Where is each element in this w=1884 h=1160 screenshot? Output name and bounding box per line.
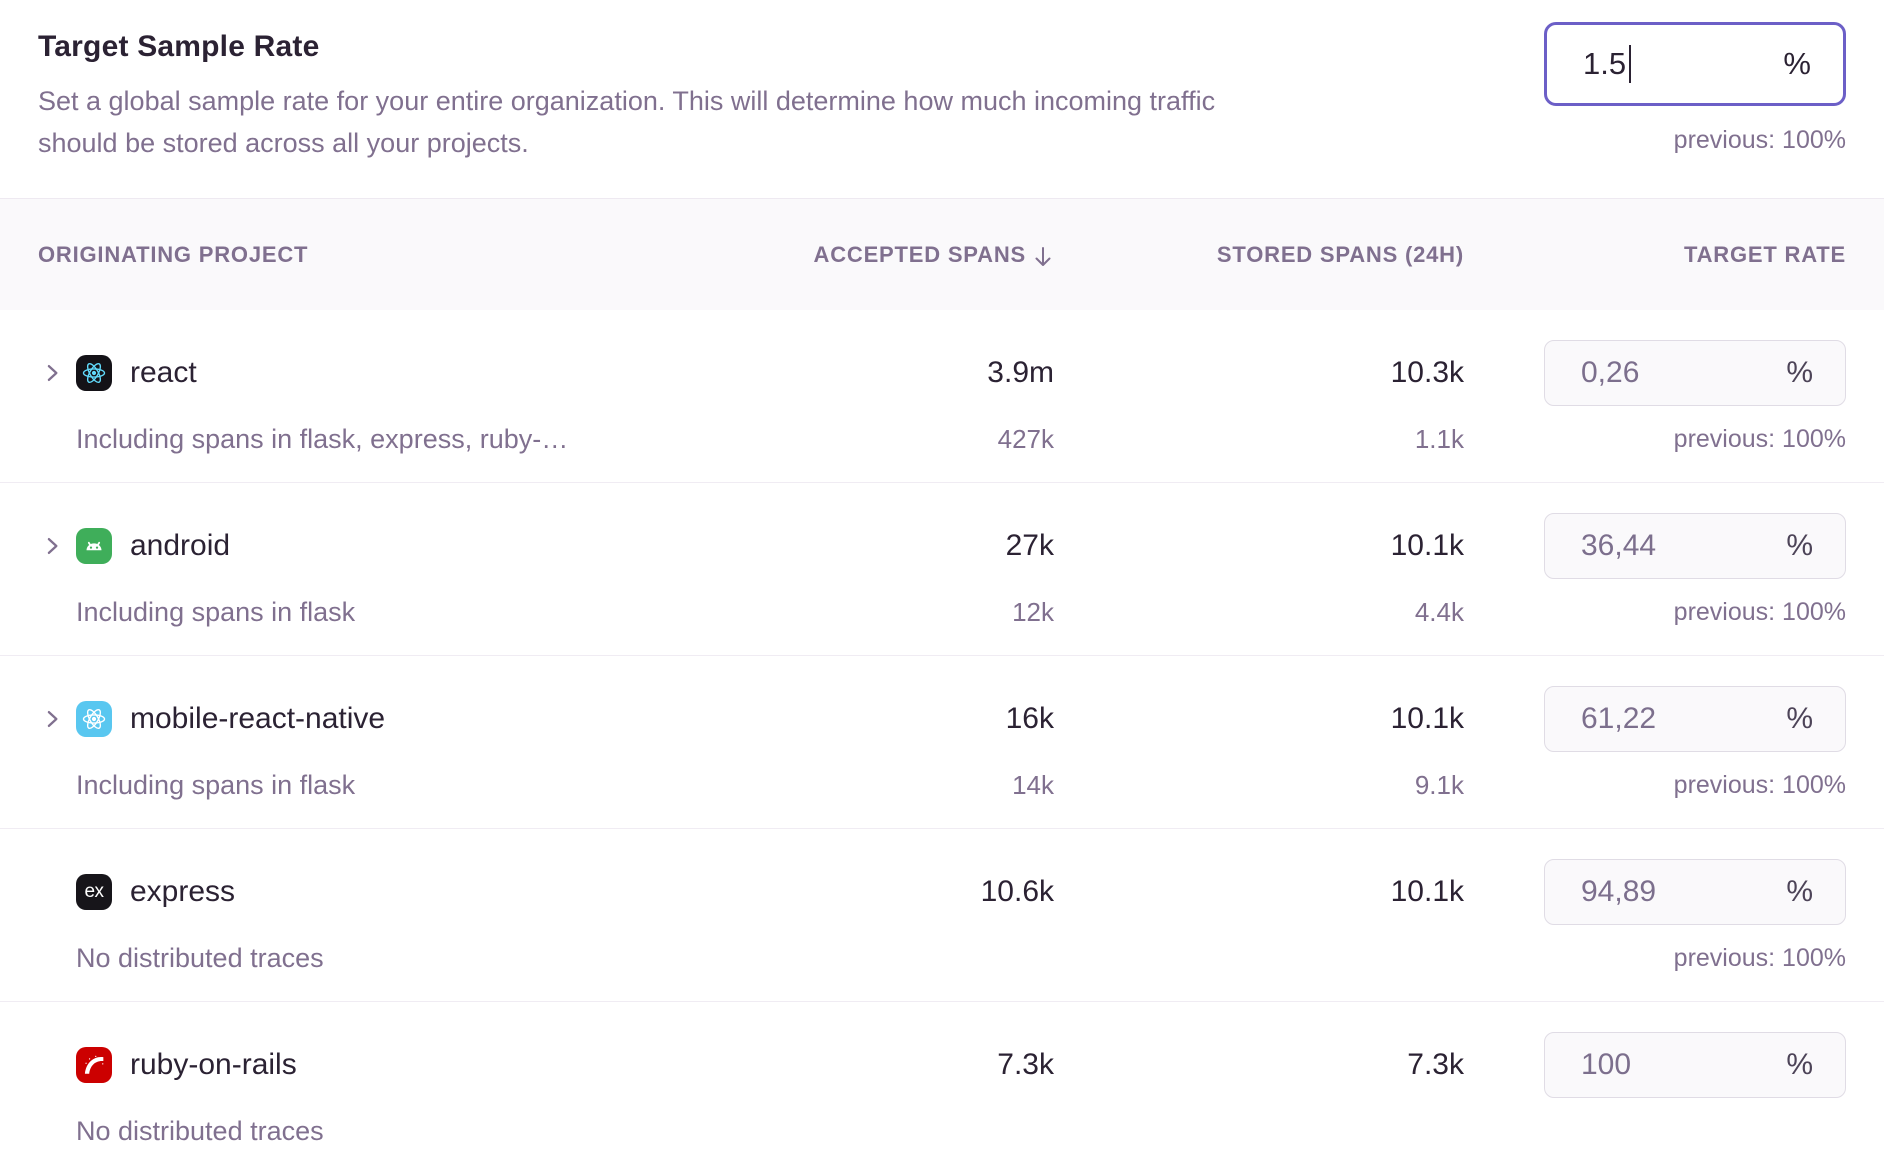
table-subrow: Including spans in flask 14k 9.1k previo… <box>0 770 1884 801</box>
target-rate-value: 94,89 <box>1581 875 1657 908</box>
project-cell[interactable]: ex express <box>38 874 794 910</box>
previous-rate-label: previous: 100% <box>1673 944 1846 972</box>
project-name: ruby-on-rails <box>130 1048 297 1081</box>
project-group-android: android 27k 10.1k 36,44 % Including span… <box>0 483 1884 656</box>
accepted-spans-sub-value: 12k <box>1012 597 1054 627</box>
table-subrow: No distributed traces <box>0 1116 1884 1147</box>
accepted-spans-value: 16k <box>1005 702 1054 735</box>
distributed-traces-note: No distributed traces <box>76 943 324 973</box>
page-description: Set a global sample rate for your entire… <box>38 80 1846 164</box>
table-row[interactable]: android 27k 10.1k 36,44 % <box>0 513 1884 579</box>
stored-spans-sub-value: 9.1k <box>1414 770 1464 800</box>
percent-suffix: % <box>1783 46 1811 81</box>
accepted-spans-value: 27k <box>1005 529 1054 562</box>
table-row[interactable]: mobile-react-native 16k 10.1k 61,22 % <box>0 686 1884 752</box>
global-rate-control: 1.5 % previous: 100% <box>1544 22 1846 155</box>
target-rate-value: 61,22 <box>1581 702 1657 735</box>
expand-chevron-icon[interactable] <box>38 536 66 556</box>
sort-desc-arrow-icon <box>1035 246 1051 266</box>
percent-suffix: % <box>1786 356 1813 389</box>
column-accepted-spans-label: Accepted Spans <box>813 241 1026 267</box>
stored-spans-value: 10.3k <box>1390 356 1464 389</box>
page-description-line1: Set a global sample rate for your entire… <box>38 86 1216 116</box>
percent-suffix: % <box>1786 529 1813 562</box>
stored-spans-value: 10.1k <box>1390 702 1464 735</box>
target-sample-rate-panel: Target Sample Rate Set a global sample r… <box>0 0 1884 198</box>
project-group-express: ex express 10.6k 10.1k 94,89 % No distri… <box>0 829 1884 1002</box>
page-description-line2: should be stored across all your project… <box>38 128 529 158</box>
column-accepted-spans[interactable]: Accepted Spans <box>794 242 1134 268</box>
table-header: Originating Project Accepted Spans Store… <box>0 198 1884 310</box>
percent-suffix: % <box>1786 702 1813 735</box>
table-subrow: Including spans in flask 12k 4.4k previo… <box>0 597 1884 628</box>
target-rate-value: 36,44 <box>1581 529 1657 562</box>
accepted-spans-value: 10.6k <box>980 875 1054 908</box>
accepted-spans-value: 3.9m <box>987 356 1054 389</box>
global-rate-value: 1.5 <box>1583 46 1627 81</box>
column-originating-project[interactable]: Originating Project <box>38 241 309 267</box>
project-cell[interactable]: ruby-on-rails <box>38 1047 794 1083</box>
previous-rate-label: previous: 100% <box>1673 771 1846 799</box>
react-native-icon <box>76 701 112 737</box>
table-subrow: No distributed traces previous: 100% <box>0 943 1884 974</box>
distributed-traces-note: Including spans in flask <box>76 597 356 627</box>
rails-icon <box>76 1047 112 1083</box>
previous-rate-label: previous: 100% <box>1673 126 1846 154</box>
expand-chevron-icon[interactable] <box>38 363 66 383</box>
react-icon <box>76 355 112 391</box>
accepted-spans-sub-value: 14k <box>1012 770 1054 800</box>
stored-spans-value: 10.1k <box>1390 529 1464 562</box>
column-target-rate[interactable]: Target Rate <box>1684 241 1846 267</box>
percent-suffix: % <box>1786 875 1813 908</box>
project-group-react: react 3.9m 10.3k 0,26 % Including spans … <box>0 310 1884 483</box>
percent-suffix: % <box>1786 1048 1813 1081</box>
previous-rate-label: previous: 100% <box>1673 425 1846 453</box>
previous-rate-label: previous: 100% <box>1673 598 1846 626</box>
expand-chevron-icon[interactable] <box>38 709 66 729</box>
target-rate-input[interactable]: 0,26 % <box>1544 340 1846 406</box>
page-title: Target Sample Rate <box>38 30 320 63</box>
table-row[interactable]: react 3.9m 10.3k 0,26 % <box>0 340 1884 406</box>
project-cell[interactable]: android <box>38 528 794 564</box>
distributed-traces-note: Including spans in flask, express, ruby-… <box>76 424 569 454</box>
android-icon <box>76 528 112 564</box>
stored-spans-value: 10.1k <box>1390 875 1464 908</box>
target-rate-input[interactable]: 100 % <box>1544 1032 1846 1098</box>
express-icon: ex <box>76 874 112 910</box>
project-cell[interactable]: react <box>38 355 794 391</box>
accepted-spans-sub-value: 427k <box>997 424 1054 454</box>
target-rate-value: 100 <box>1581 1048 1632 1081</box>
project-name: react <box>130 356 197 389</box>
project-name: mobile-react-native <box>130 702 386 735</box>
table-row[interactable]: ruby-on-rails 7.3k 7.3k 100 % <box>0 1032 1884 1098</box>
text-caret <box>1629 45 1632 83</box>
distributed-traces-note: Including spans in flask <box>76 770 356 800</box>
column-stored-spans[interactable]: Stored Spans (24h) <box>1216 241 1464 267</box>
target-rate-input[interactable]: 36,44 % <box>1544 513 1846 579</box>
stored-spans-sub-value: 4.4k <box>1414 597 1464 627</box>
target-rate-input[interactable]: 61,22 % <box>1544 686 1846 752</box>
global-sample-rate-input[interactable]: 1.5 % <box>1544 22 1846 106</box>
target-rate-input[interactable]: 94,89 % <box>1544 859 1846 925</box>
project-cell[interactable]: mobile-react-native <box>38 701 794 737</box>
project-group-ruby-on-rails: ruby-on-rails 7.3k 7.3k 100 % No distrib… <box>0 1002 1884 1160</box>
stored-spans-sub-value: 1.1k <box>1414 424 1464 454</box>
stored-spans-value: 7.3k <box>1407 1048 1464 1081</box>
project-group-mobile-react-native: mobile-react-native 16k 10.1k 61,22 % In… <box>0 656 1884 829</box>
project-name: android <box>130 529 231 562</box>
table-subrow: Including spans in flask, express, ruby-… <box>0 424 1884 455</box>
table-row[interactable]: ex express 10.6k 10.1k 94,89 % <box>0 859 1884 925</box>
distributed-traces-note: No distributed traces <box>76 1116 324 1146</box>
project-name: express <box>130 875 236 908</box>
target-rate-value: 0,26 <box>1581 356 1640 389</box>
accepted-spans-value: 7.3k <box>997 1048 1054 1081</box>
